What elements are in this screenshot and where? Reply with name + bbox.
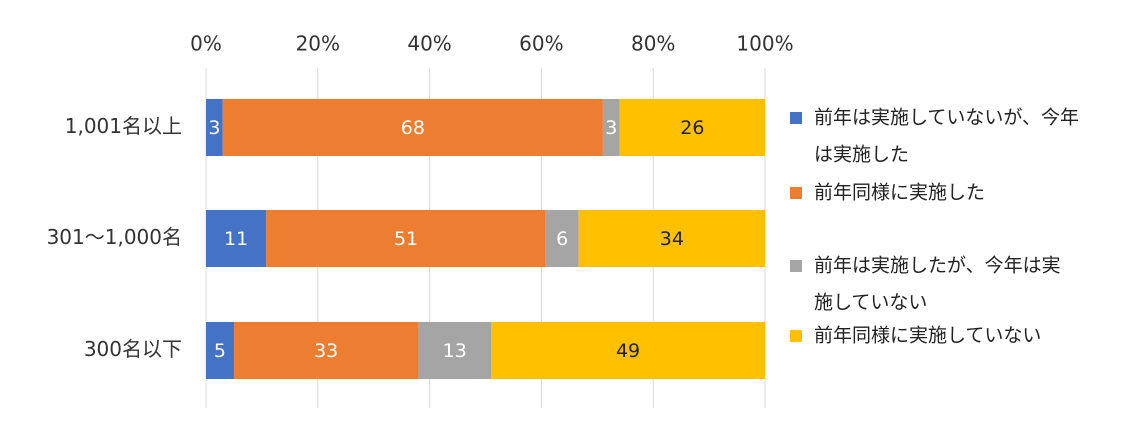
bar-value-label: 51: [394, 228, 418, 250]
x-axis-ticks: 0% 20% 40% 60% 80% 100%: [190, 32, 793, 56]
bars: 3 68 3 26 11 51 6 34 5 33 13 49: [206, 99, 765, 379]
x-tick-label: 0%: [190, 32, 222, 56]
bar-segment: [222, 99, 603, 156]
legend-swatch: [790, 112, 802, 124]
bar-value-label: 11: [224, 228, 248, 250]
legend-swatch: [790, 187, 802, 199]
bar-value-label: 3: [605, 117, 617, 139]
bar-segment: [491, 322, 765, 379]
bar-value-label: 6: [556, 228, 568, 250]
x-tick-label: 60%: [519, 32, 563, 56]
bar-value-label: 68: [401, 117, 425, 139]
bar-value-label: 34: [660, 228, 684, 250]
bar-value-label: 13: [443, 340, 467, 362]
category-label: 1,001名以上: [65, 114, 182, 138]
bar-segment: [206, 99, 223, 156]
bar-segment: [545, 210, 579, 267]
bar-value-label: 26: [680, 117, 704, 139]
bar-segment: [619, 99, 765, 156]
legend: 前年は実施していないが、今年は実施した前年同様に実施した前年は実施したが、今年は…: [790, 107, 1079, 347]
category-axis: 1,001名以上 301～1,000名 300名以下: [47, 114, 182, 361]
bar-segment: [418, 322, 492, 379]
x-tick-label: 20%: [296, 32, 340, 56]
bar-segment: [206, 322, 234, 379]
legend-label: 施していない: [814, 292, 927, 314]
legend-label: 前年は実施していないが、今年: [814, 107, 1079, 129]
x-tick-label: 100%: [736, 32, 793, 56]
x-tick-label: 80%: [631, 32, 675, 56]
bar-segment: [233, 322, 419, 379]
legend-label: は実施した: [814, 144, 909, 166]
bar-segment: [266, 210, 546, 267]
legend-label: 前年同様に実施した: [814, 182, 985, 204]
bar-segment: [602, 99, 620, 156]
x-tick-label: 40%: [407, 32, 451, 56]
category-label: 300名以下: [84, 337, 182, 361]
category-label: 301～1,000名: [47, 225, 182, 249]
legend-label: 前年は実施したが、今年は実: [814, 255, 1061, 277]
legend-swatch: [790, 330, 802, 342]
bar-segment: [578, 210, 765, 267]
bar-value-label: 49: [616, 340, 640, 362]
bar-value-label: 5: [214, 340, 226, 362]
legend-swatch: [790, 260, 802, 272]
bar-segment: [206, 210, 267, 267]
bar-value-label: 33: [314, 340, 338, 362]
legend-label: 前年同様に実施していない: [814, 325, 1041, 347]
bar-value-label: 3: [208, 117, 220, 139]
